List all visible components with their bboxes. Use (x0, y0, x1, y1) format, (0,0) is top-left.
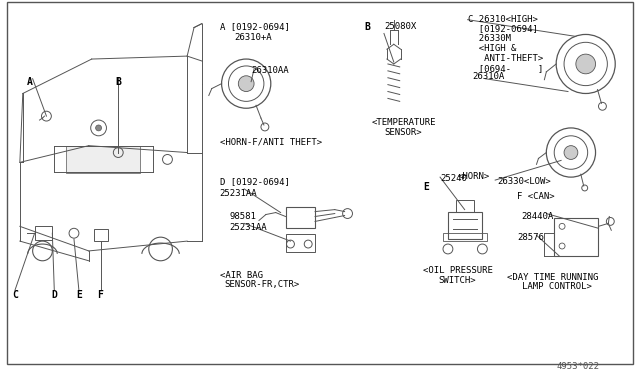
Text: LAMP CONTROL>: LAMP CONTROL> (522, 282, 591, 291)
Text: D: D (51, 290, 57, 300)
Bar (554, 218, 598, 256)
Text: A: A (27, 77, 33, 87)
Text: <HORN-F/ANTI THEFT>: <HORN-F/ANTI THEFT> (220, 138, 322, 147)
Bar (443, 233, 487, 241)
Text: E: E (423, 182, 429, 192)
Text: SENSOR-FR,CTR>: SENSOR-FR,CTR> (225, 280, 300, 289)
Bar (456, 200, 474, 212)
Text: 25080X: 25080X (384, 22, 416, 31)
Text: 98581: 98581 (230, 212, 257, 221)
Bar (285, 234, 315, 252)
Text: B: B (364, 22, 370, 32)
Text: 25231AA: 25231AA (230, 224, 267, 232)
Text: SWITCH>: SWITCH> (438, 276, 476, 285)
Text: <OIL PRESSURE: <OIL PRESSURE (423, 266, 493, 275)
Text: 25240: 25240 (440, 174, 467, 183)
Text: C: C (12, 290, 18, 300)
Text: <HORN>: <HORN> (458, 172, 490, 181)
Bar (93, 229, 108, 241)
Text: 28440A: 28440A (522, 212, 554, 221)
Text: 26310A: 26310A (472, 72, 505, 81)
Text: B: B (115, 77, 121, 87)
Text: F: F (97, 290, 104, 300)
Text: <HIGH &: <HIGH & (468, 44, 516, 53)
Text: 26330M: 26330M (468, 35, 511, 44)
Text: A [0192-0694]: A [0192-0694] (220, 22, 289, 31)
Bar (66, 146, 140, 173)
Circle shape (238, 76, 254, 92)
Text: [0192-0694]: [0192-0694] (468, 25, 538, 33)
Text: E: E (76, 290, 82, 300)
Text: <DAY TIME RUNNING: <DAY TIME RUNNING (507, 273, 598, 282)
Text: D [0192-0694]: D [0192-0694] (220, 177, 289, 186)
Text: 28576: 28576 (517, 233, 544, 242)
Text: 26330<LOW>: 26330<LOW> (497, 177, 551, 186)
Text: [0694-     ]: [0694- ] (468, 64, 543, 73)
Bar (35, 226, 52, 240)
Text: C 26310<HIGH>: C 26310<HIGH> (468, 15, 538, 24)
Text: <AIR BAG: <AIR BAG (220, 270, 262, 280)
Text: ANTI-THEFT>: ANTI-THEFT> (468, 54, 543, 63)
Circle shape (95, 125, 102, 131)
Text: 25231AA: 25231AA (220, 189, 257, 198)
Text: 26310AA: 26310AA (251, 66, 289, 75)
Circle shape (576, 54, 596, 74)
Text: <TEMPERATURE: <TEMPERATURE (371, 118, 436, 127)
Bar (285, 207, 315, 228)
Text: 4953*022: 4953*022 (556, 362, 599, 371)
Text: SENSOR>: SENSOR> (384, 128, 422, 137)
Text: F <CAN>: F <CAN> (517, 192, 554, 201)
Circle shape (564, 146, 578, 160)
Bar (448, 212, 483, 239)
Text: 26310+A: 26310+A (234, 33, 272, 42)
